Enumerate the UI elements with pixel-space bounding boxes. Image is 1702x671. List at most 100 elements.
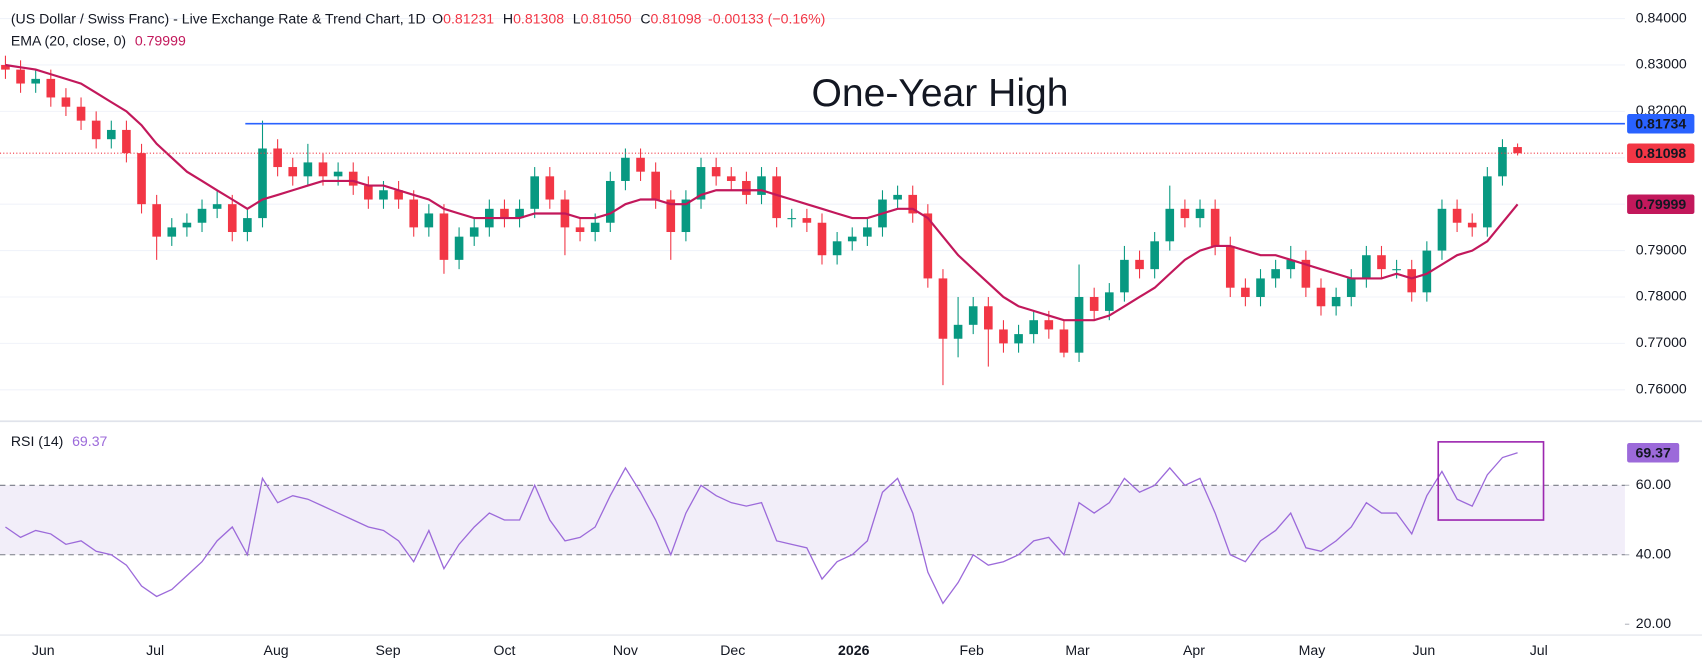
candle-body (1241, 287, 1250, 297)
candle-body (545, 176, 555, 200)
candle-body (288, 167, 298, 177)
candle-body (273, 148, 282, 168)
candle-body (742, 180, 751, 195)
candle-body (1, 64, 10, 70)
ohlc-label: H (503, 10, 513, 26)
x-tick-label: Oct (493, 642, 515, 658)
ohlc-label: L (573, 10, 581, 26)
candle-body (1346, 278, 1356, 297)
x-tick-label: Dec (720, 642, 745, 658)
x-tick-label: Apr (1183, 642, 1205, 658)
ohlc-label: O (432, 10, 443, 26)
candle-body (1150, 241, 1159, 270)
y-tick-label: 0.79000 (1636, 241, 1687, 257)
price-badge-label: 0.81098 (1635, 145, 1686, 161)
candle-body (984, 306, 993, 330)
price-badge-label: 0.81734 (1635, 116, 1686, 132)
candle-body (152, 204, 161, 237)
candle-body (968, 306, 978, 325)
candle-body (167, 227, 177, 237)
candle-body (16, 69, 25, 84)
rsi-legend: RSI (14) 69.37 (11, 433, 108, 449)
candle-body (590, 222, 600, 233)
candle-body (817, 222, 827, 256)
ohlc-value: 0.81098 (651, 10, 702, 26)
candle-body (802, 218, 812, 223)
rsi-band (0, 485, 1625, 555)
candle-body (681, 199, 691, 233)
price-badge (1627, 143, 1695, 163)
candle-body (1437, 208, 1447, 251)
rsi-highlight-box (1437, 441, 1545, 521)
candle-body (1044, 320, 1054, 330)
candle-body (1029, 320, 1039, 335)
candle-body (1513, 147, 1522, 154)
grid (0, 18, 1625, 556)
candle-body (61, 97, 71, 107)
candle-body (621, 157, 630, 181)
candle-body (303, 162, 313, 177)
candle-body (318, 162, 328, 177)
candle-body (832, 241, 842, 256)
candle-body (953, 324, 963, 339)
annotation-text: One-Year High (812, 72, 1069, 115)
candle-body (379, 190, 388, 200)
candle-body (666, 199, 676, 233)
candle-body (364, 185, 373, 200)
candle-body (1301, 259, 1311, 288)
candle-body (76, 106, 86, 121)
candle-body (1210, 208, 1220, 246)
candle-body (197, 208, 207, 223)
price-badge-label: 0.79999 (1635, 196, 1686, 212)
candle-body (711, 167, 721, 177)
labels: Jun Jul Aug Sep Oct Nov Dec 2026 Feb Mar Apr May Jun… (11, 9, 1695, 658)
candle-body (46, 78, 56, 98)
candle-body (908, 194, 918, 214)
candle-body (1467, 222, 1477, 228)
candle-body (106, 129, 116, 140)
x-tick-label: Aug (264, 642, 289, 658)
price-badge (1627, 194, 1695, 214)
ohlc-value: 0.81308 (513, 10, 564, 26)
rsi-tick-label: 40.00 (1636, 545, 1671, 561)
x-tick-label: 2026 (838, 642, 870, 658)
ohlc-value: 0.81231 (443, 10, 494, 26)
candle-body (530, 176, 539, 209)
candle-body (1180, 208, 1190, 219)
candle-body (1089, 296, 1099, 311)
candle-body (757, 176, 766, 195)
candle-body (772, 176, 781, 219)
x-tick-label: Sep (375, 642, 400, 658)
candle-body (893, 194, 902, 200)
candle-body (1452, 208, 1462, 223)
candle-body (424, 213, 434, 228)
candle-body (1392, 269, 1401, 271)
candle-body (923, 213, 933, 279)
candle-body (1316, 287, 1326, 307)
candle-body (1271, 269, 1280, 279)
x-tick-label: Mar (1065, 642, 1090, 658)
rsi-legend-value: 69.37 (72, 433, 107, 449)
ema-legend-name: EMA (20, close, 0) (11, 32, 126, 48)
candle-body (1059, 329, 1069, 353)
candle-body (182, 222, 192, 228)
candle-body (1377, 255, 1386, 270)
x-tick-label: Jul (146, 642, 164, 658)
candle-body (227, 204, 237, 233)
candle-body (1165, 208, 1175, 242)
ohlc-value: 0.81050 (581, 10, 632, 26)
candle-body (1362, 255, 1371, 279)
ema-legend-value: 0.79999 (135, 32, 186, 48)
candle-body (454, 236, 464, 260)
rsi-badge (1627, 442, 1680, 463)
candle-body (1120, 259, 1129, 293)
candle-body (1104, 292, 1114, 311)
rsi-tick-label: 60.00 (1636, 476, 1671, 492)
x-tick-label: Feb (960, 642, 984, 658)
candle-body (31, 78, 40, 84)
y-tick-label: 0.78000 (1636, 288, 1687, 304)
rsi-badge-label: 69.37 (1635, 445, 1670, 461)
x-tick-label: Jul (1530, 642, 1548, 658)
candle-body (1135, 259, 1144, 270)
